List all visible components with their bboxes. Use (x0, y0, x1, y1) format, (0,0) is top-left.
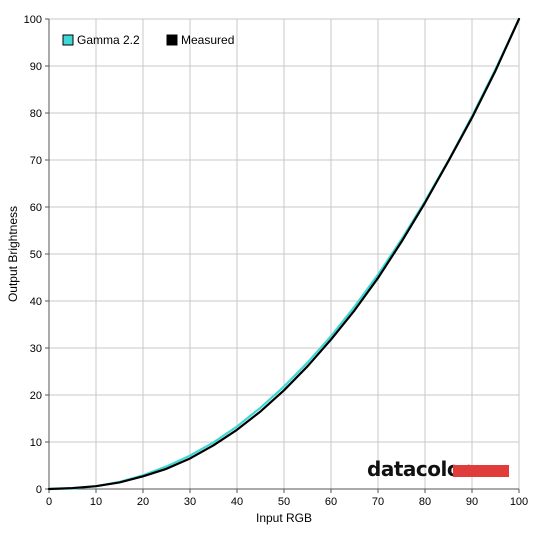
x-tick-label: 0 (46, 496, 52, 508)
y-tick-label: 30 (30, 343, 42, 355)
x-tick-labels: 0 10 20 30 40 50 60 70 80 90 100 (46, 496, 528, 508)
y-tick-label: 0 (36, 484, 42, 496)
x-tick-label: 40 (231, 496, 243, 508)
x-axis-label: Input RGB (256, 511, 312, 525)
x-tick-label: 30 (184, 496, 196, 508)
series-line-measured (47, 17, 521, 491)
y-tick-label: 10 (30, 437, 42, 449)
x-tick-label: 20 (137, 496, 149, 508)
legend: Gamma 2.2 Measured (62, 33, 234, 47)
y-tick-label: 50 (30, 249, 42, 261)
legend-swatch (166, 34, 178, 46)
x-tick-label: 90 (466, 496, 478, 508)
x-tick-label: 80 (419, 496, 431, 508)
y-tick-label: 100 (24, 14, 42, 26)
legend-swatch (62, 34, 74, 46)
y-tick-label: 40 (30, 296, 42, 308)
logo-red-bar (453, 465, 509, 477)
y-tick-label: 90 (30, 61, 42, 73)
gridlines (48, 18, 520, 490)
x-tick-label: 100 (510, 496, 528, 508)
datacolor-logo: datacolor (367, 457, 509, 481)
x-tick-label: 50 (278, 496, 290, 508)
y-tick-label: 80 (30, 108, 42, 120)
y-tick-label: 70 (30, 155, 42, 167)
legend-label: Measured (181, 33, 234, 47)
y-tick-label: 20 (30, 390, 42, 402)
x-tick-label: 70 (372, 496, 384, 508)
x-tick-label: 60 (325, 496, 337, 508)
y-tick-labels: 0 10 20 30 40 50 60 70 80 90 100 (24, 14, 42, 496)
x-tick-label: 10 (90, 496, 102, 508)
series-layer (47, 17, 521, 491)
y-tick-label: 60 (30, 202, 42, 214)
y-axis-label: Output Brightness (6, 206, 20, 302)
legend-label: Gamma 2.2 (77, 33, 140, 47)
